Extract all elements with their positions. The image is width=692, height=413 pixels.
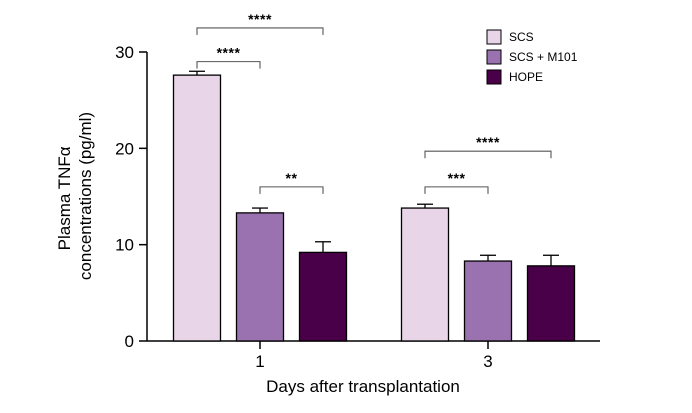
legend-swatch [486, 29, 502, 45]
significance-label: **** [217, 45, 241, 61]
y-axis: 0 10 20 30 [115, 43, 148, 351]
x-tick-label: 1 [255, 352, 264, 371]
legend-swatch [486, 69, 502, 85]
y-tick-label: 30 [115, 43, 134, 62]
x-tick-label: 3 [483, 352, 492, 371]
significance-brackets: ***************** [196, 11, 552, 194]
bar [298, 251, 348, 342]
y-axis-title: Plasma TNFα concentrations (pg/ml) [55, 112, 95, 280]
significance-label: ** [286, 170, 298, 186]
bar [526, 265, 576, 342]
significance-bracket [196, 27, 324, 35]
y-axis-title-line-2: concentrations (pg/ml) [76, 112, 95, 280]
significance-bracket [196, 61, 261, 69]
legend: SCS SCS + M101 HOPE [486, 29, 578, 85]
y-axis-title-line-1: Plasma TNFα [55, 146, 74, 250]
bar [235, 212, 285, 342]
y-tick-label: 0 [125, 332, 134, 351]
legend-label: SCS [509, 30, 534, 44]
significance-bracket [259, 186, 324, 194]
bar [172, 74, 222, 342]
significance-label: **** [248, 11, 272, 27]
y-tick-label: 20 [115, 139, 134, 158]
bar [400, 207, 450, 342]
bar [463, 260, 513, 342]
legend-label: SCS + M101 [509, 50, 578, 64]
x-axis-title: Days after transplantation [266, 377, 460, 396]
significance-label: **** [476, 134, 500, 150]
significance-bracket [424, 186, 489, 194]
legend-swatch [486, 49, 502, 65]
bars [172, 70, 576, 342]
significance-label: *** [448, 170, 466, 186]
legend-label: HOPE [509, 70, 543, 84]
y-tick-label: 10 [115, 236, 134, 255]
significance-bracket [424, 150, 552, 159]
